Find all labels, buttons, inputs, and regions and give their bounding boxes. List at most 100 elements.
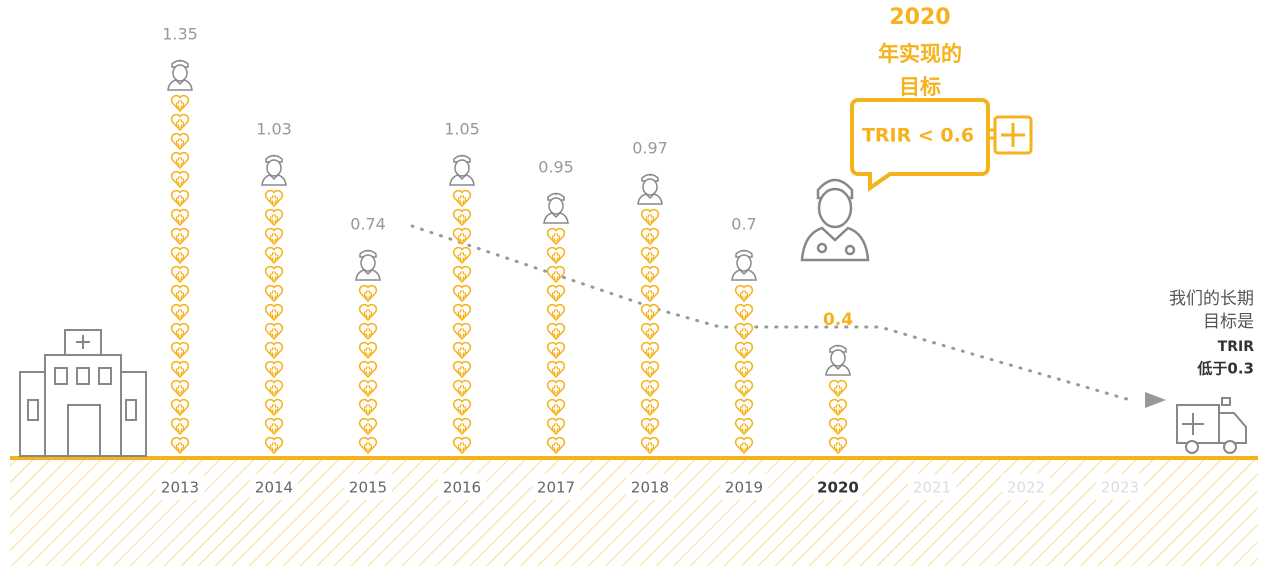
heart-icon: [546, 303, 566, 321]
heart-icon: [170, 151, 190, 169]
heart-icon: [828, 417, 848, 435]
heart-icon: [546, 227, 566, 245]
pictograph-column: [637, 173, 663, 454]
heart-icon: [452, 265, 472, 283]
heart-icon: [358, 360, 378, 378]
heart-icon: [170, 189, 190, 207]
heart-icon: [546, 379, 566, 397]
heart-icon: [452, 189, 472, 207]
heart-icon: [452, 398, 472, 416]
x-label-bg: [908, 474, 956, 500]
x-tick-label: 2017: [537, 479, 575, 497]
x-label-bg: [1096, 474, 1144, 500]
heart-icon: [640, 208, 660, 226]
pictograph-column: [825, 344, 851, 454]
heart-icon: [264, 208, 284, 226]
x-label-bg: [250, 474, 298, 500]
heart-icon: [358, 322, 378, 340]
heart-icon: [734, 341, 754, 359]
heart-icon: [452, 417, 472, 435]
heart-icon: [264, 303, 284, 321]
heart-icon: [546, 265, 566, 283]
value-label: 1.35: [162, 25, 198, 44]
x-tick-label: 2018: [631, 479, 669, 497]
x-label-bg: [814, 474, 862, 500]
nurse-icon: [731, 249, 757, 281]
heart-icon: [640, 398, 660, 416]
heart-icon: [452, 227, 472, 245]
heart-icon: [640, 341, 660, 359]
heart-icon: [452, 208, 472, 226]
heart-icon: [546, 246, 566, 264]
value-label: 1.03: [256, 120, 292, 139]
plus-sign: [1001, 123, 1025, 147]
heart-icon: [546, 417, 566, 435]
heart-icon: [264, 322, 284, 340]
value-label: 1.05: [444, 120, 480, 139]
heart-icon: [546, 436, 566, 454]
value-label: 0.7: [731, 215, 756, 234]
x-tick-label: 2013: [161, 479, 199, 497]
nurse-icon: [167, 59, 193, 91]
heart-icon: [640, 265, 660, 283]
heart-icon: [170, 379, 190, 397]
heart-icon: [546, 284, 566, 302]
heart-icon: [170, 284, 190, 302]
heart-icon: [170, 170, 190, 188]
heart-icon: [264, 417, 284, 435]
heart-icon: [640, 322, 660, 340]
x-label-bg: [156, 474, 204, 500]
trend-line: [410, 224, 1132, 402]
heart-icon: [170, 322, 190, 340]
heart-icon: [734, 360, 754, 378]
heart-icon: [452, 284, 472, 302]
pictograph-column: [261, 154, 287, 454]
heart-icon: [452, 303, 472, 321]
x-tick-label: 2015: [349, 479, 387, 497]
heart-icon: [734, 436, 754, 454]
heart-icon: [170, 398, 190, 416]
heart-icon: [452, 436, 472, 454]
heart-icon: [640, 436, 660, 454]
heart-icon: [546, 398, 566, 416]
long-term-text: 我们的长期: [1169, 289, 1254, 309]
heart-icon: [170, 436, 190, 454]
x-tick-label: 2023: [1101, 479, 1139, 497]
heart-icon: [264, 189, 284, 207]
heart-icon: [452, 322, 472, 340]
heart-icon: [734, 284, 754, 302]
heart-icon: [734, 322, 754, 340]
heart-icon: [358, 379, 378, 397]
heart-icon: [170, 246, 190, 264]
heart-icon: [264, 436, 284, 454]
heart-icon: [640, 379, 660, 397]
heart-icon: [546, 322, 566, 340]
goal-year: 2020: [889, 5, 950, 30]
heart-icon: [828, 379, 848, 397]
pictograph-column: [543, 192, 569, 454]
value-label: 0.74: [350, 215, 386, 234]
goal-label: 年实现的: [878, 42, 962, 66]
heart-icon: [170, 94, 190, 112]
x-tick-label: 2016: [443, 479, 481, 497]
heart-icon: [170, 303, 190, 321]
trend-arrow: [1145, 392, 1166, 408]
x-label-bg: [626, 474, 674, 500]
value-label: 0.95: [538, 158, 574, 177]
heart-icon: [358, 436, 378, 454]
x-label-bg: [344, 474, 392, 500]
value-label: 0.97: [632, 139, 668, 158]
heart-icon: [358, 284, 378, 302]
hospital-icon: [19, 329, 147, 457]
heart-icon: [734, 303, 754, 321]
heart-icon: [452, 379, 472, 397]
nurse-icon: [355, 249, 381, 281]
x-label-bg: [438, 474, 486, 500]
connector: [988, 128, 994, 140]
x-label-bg: [720, 474, 768, 500]
heart-icon: [170, 417, 190, 435]
goal-value: TRIR < 0.6: [862, 125, 974, 147]
heart-icon: [358, 303, 378, 321]
heart-icon: [170, 265, 190, 283]
